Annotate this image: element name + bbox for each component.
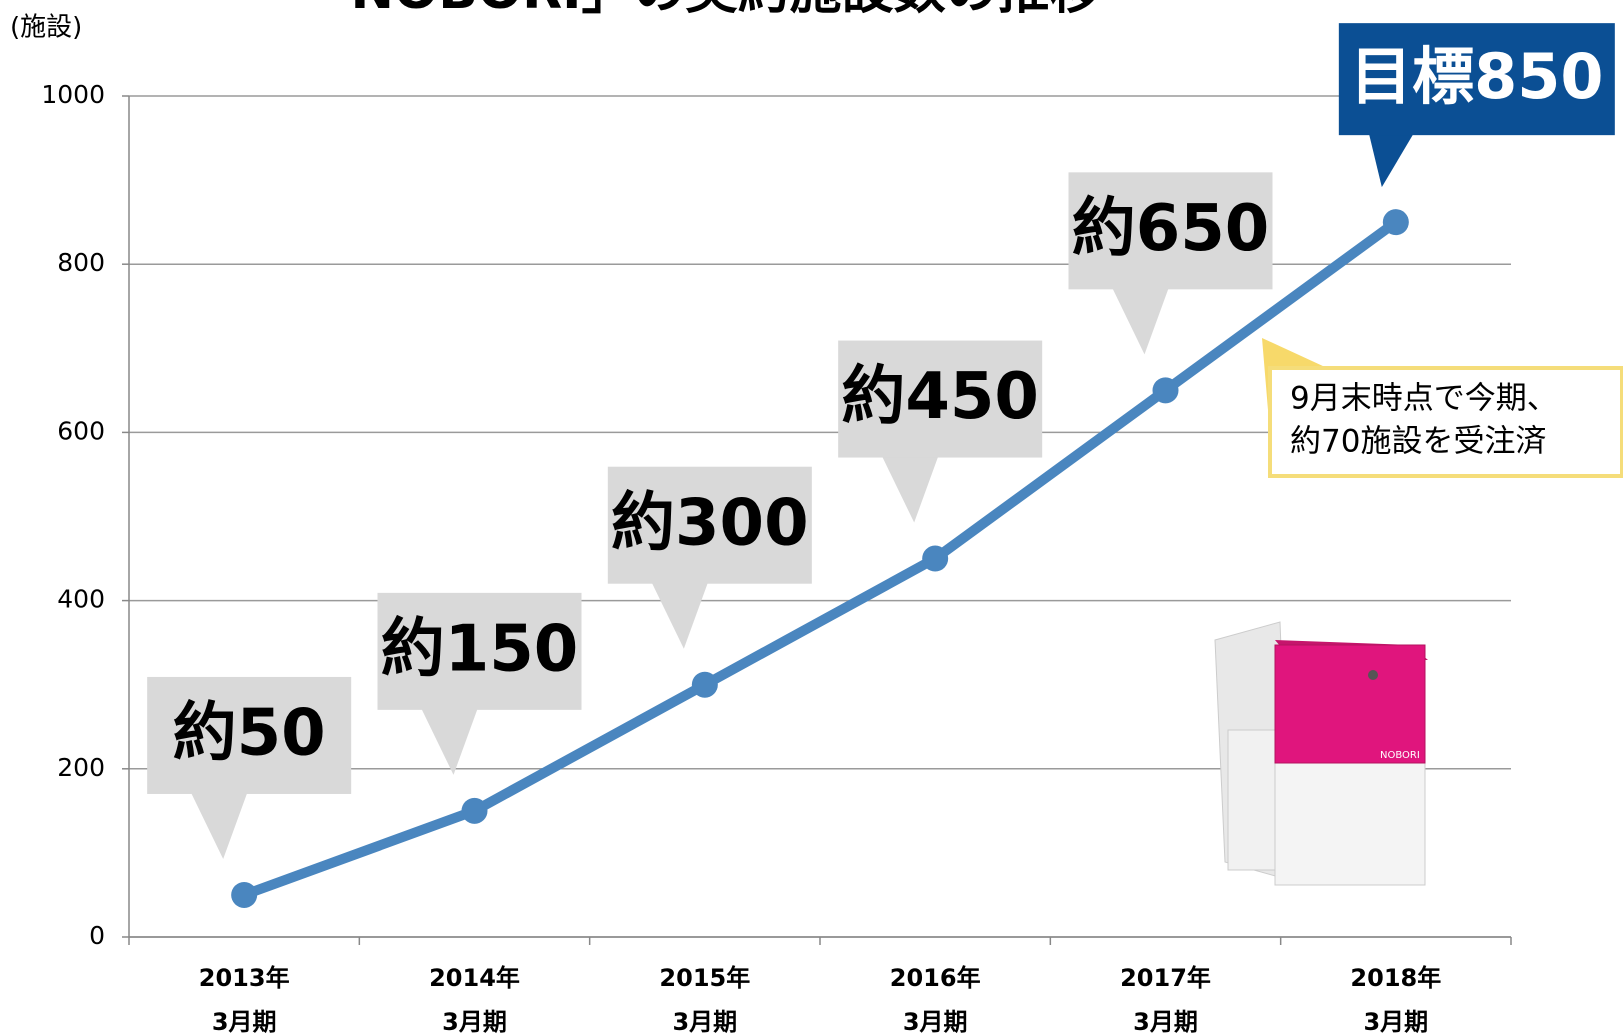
x-tick-label: 3月期 <box>212 1008 277 1035</box>
data-point <box>922 546 948 572</box>
x-tick-label: 2014年 <box>429 964 520 992</box>
x-tick-label: 2013年 <box>199 964 290 992</box>
label-tail <box>1113 288 1169 354</box>
y-tick-label: 0 <box>89 921 105 950</box>
annotation-line: 約70施設を受注済 <box>1290 424 1546 460</box>
data-label: 約650 <box>1072 192 1270 266</box>
x-tick-label: 3月期 <box>672 1008 737 1035</box>
data-point <box>231 882 257 908</box>
chart-title: 「NOBORI」の契約施設数の推移 <box>299 0 1102 21</box>
label-tail <box>652 583 708 649</box>
data-label: 約450 <box>841 360 1039 434</box>
x-tick-label: 2015年 <box>659 964 750 992</box>
x-tick-label: 2016年 <box>890 964 981 992</box>
annotation-line: 9月末時点で今期、 <box>1290 381 1558 417</box>
data-label: 目標850 <box>1350 40 1603 113</box>
y-tick-label: 200 <box>57 753 105 782</box>
label-tail <box>422 709 478 775</box>
y-tick-label: 600 <box>57 416 105 445</box>
x-tick-label: 2017年 <box>1120 964 1211 992</box>
y-axis-label: (施設) <box>10 13 82 43</box>
x-tick-label: 3月期 <box>442 1008 507 1035</box>
data-point <box>462 798 488 824</box>
x-tick-label: 3月期 <box>903 1008 968 1035</box>
x-tick-label: 3月期 <box>1133 1008 1198 1035</box>
label-tail <box>882 457 938 523</box>
label-tail <box>191 793 247 859</box>
x-tick-label: 3月期 <box>1363 1008 1428 1035</box>
data-label: 約300 <box>611 486 809 560</box>
logo: NOBORI <box>1380 750 1420 761</box>
product-illustration: NOBORI <box>1215 622 1428 885</box>
data-label: 約50 <box>173 697 326 771</box>
data-point <box>1153 377 1179 403</box>
x-tick-label: 2018年 <box>1350 964 1441 992</box>
data-label: 約150 <box>381 612 579 686</box>
data-point <box>692 672 718 698</box>
chart: 02004006008001000「NOBORI」の契約施設数の推移 (施設) … <box>0 0 1623 1035</box>
y-tick-label: 800 <box>57 248 105 277</box>
callout: 9月末時点で今期、 約70施設を受注済 <box>1262 338 1622 476</box>
label-tail <box>1369 133 1414 187</box>
y-tick-label: 1000 <box>41 80 105 109</box>
y-tick-label: 400 <box>57 585 105 614</box>
data-point <box>1383 209 1409 235</box>
